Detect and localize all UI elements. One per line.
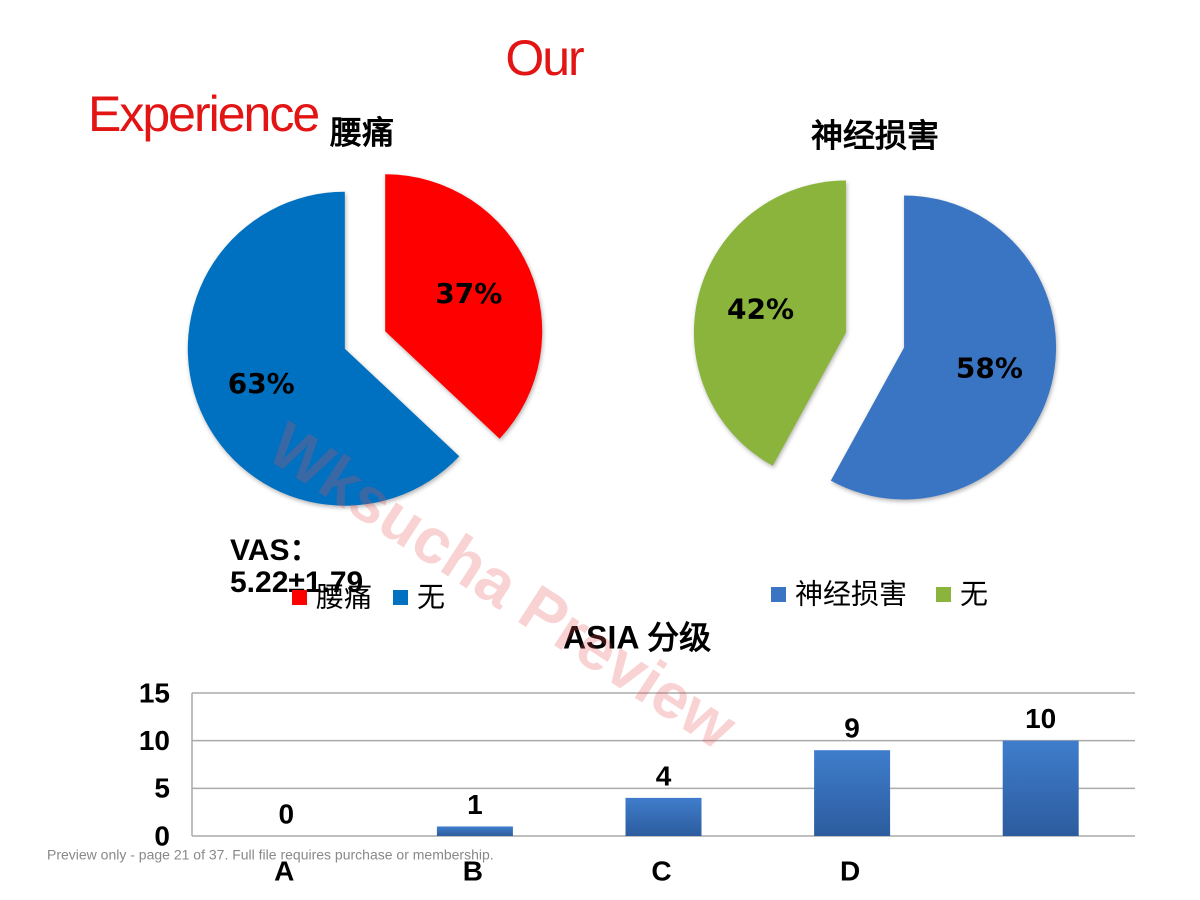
x-tick-label: B (463, 855, 483, 886)
chart-title: 神经损害 (811, 117, 939, 153)
x-tick-label: D (840, 855, 860, 886)
y-tick-label: 0 (154, 820, 170, 851)
legend-swatch (292, 590, 307, 605)
legend-label: 神经损害 (795, 578, 907, 609)
data-label: 58% (956, 351, 1023, 384)
x-tick-label: C (651, 855, 671, 886)
annotation: VAS： (230, 534, 319, 567)
x-tick-label: A (274, 855, 294, 886)
y-tick-label: 5 (154, 773, 170, 804)
data-label: 0 (279, 798, 295, 829)
legend-label: 无 (417, 581, 445, 612)
pie-slice (187, 191, 460, 506)
chart-title: 腰痛 (330, 114, 394, 150)
legend-swatch (393, 590, 408, 605)
legend-swatch (771, 587, 786, 602)
pie-slice (830, 195, 1057, 500)
data-label: 63% (228, 367, 295, 400)
data-label: 4 (656, 760, 672, 791)
data-label: 9 (844, 713, 860, 744)
bar (436, 826, 513, 836)
data-label: 42% (727, 293, 794, 326)
data-label: 1 (467, 789, 483, 820)
legend-label: 无 (960, 578, 988, 609)
legend-label: 腰痛 (316, 581, 372, 612)
bar (625, 797, 702, 836)
title-line: Our (505, 30, 584, 86)
bar (1002, 740, 1079, 836)
bar (814, 750, 891, 836)
footer: Preview only - page 21 of 37. Full file … (47, 847, 494, 863)
y-tick-label: 10 (139, 725, 170, 756)
data-label: 37% (435, 277, 502, 310)
chart-title: ASIA 分级 (563, 619, 711, 655)
pie-slice (693, 180, 846, 466)
pie-slice (385, 174, 543, 439)
legend-swatch (936, 587, 951, 602)
data-label: 10 (1025, 703, 1056, 734)
title-line: Experience (88, 86, 318, 142)
y-tick-label: 15 (139, 677, 170, 708)
